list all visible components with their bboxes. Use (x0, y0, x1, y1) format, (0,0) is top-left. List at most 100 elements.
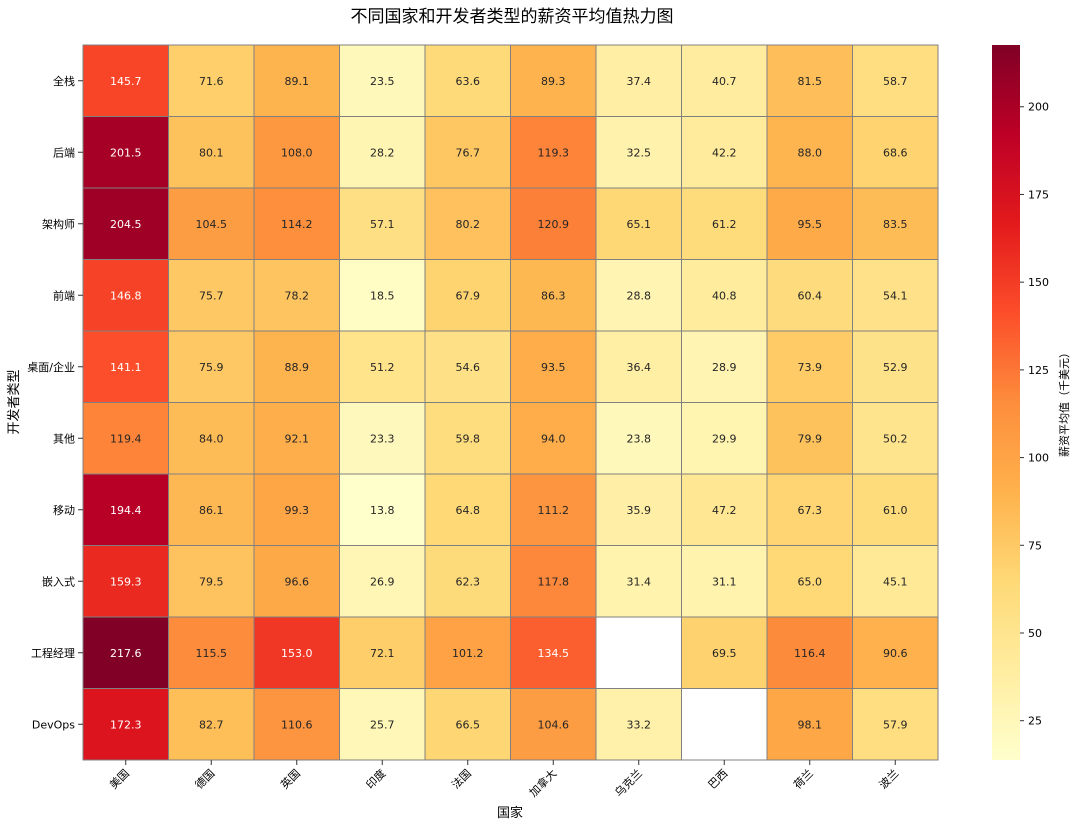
cell-value-label: 29.9 (712, 432, 737, 445)
cell-value-label: 119.4 (110, 432, 142, 445)
heatmap-cell (681, 44, 768, 117)
cell-value-label: 88.9 (285, 361, 310, 374)
x-axis-label: 国家 (497, 805, 523, 821)
cell-value-label: 58.7 (883, 75, 908, 88)
heatmap-cell (510, 402, 597, 475)
cell-value-label: 65.1 (627, 218, 652, 231)
heatmap-cell (510, 473, 597, 546)
heatmap-cell (510, 330, 597, 403)
heatmap-cell (595, 259, 682, 332)
y-axis-label: 开发者类型 (6, 369, 22, 434)
y-tick-label: 前端 (53, 288, 75, 302)
x-tick-label: 乌克兰 (612, 766, 645, 799)
heatmap-cell (168, 116, 255, 189)
cell-value-label: 93.5 (541, 361, 566, 374)
cell-value-label: 114.2 (281, 218, 313, 231)
cell-value-label: 145.7 (110, 75, 142, 88)
heatmap-cell (766, 187, 853, 260)
cell-value-label: 84.0 (199, 432, 224, 445)
cell-value-label: 32.5 (627, 146, 652, 159)
cell-value-label: 71.6 (199, 75, 224, 88)
cell-value-label: 59.8 (456, 432, 481, 445)
cell-value-label: 95.5 (798, 218, 823, 231)
cell-value-label: 88.0 (798, 146, 823, 159)
cell-value-label: 47.2 (712, 504, 737, 517)
cell-value-label: 78.2 (285, 289, 310, 302)
heatmap-cell (424, 688, 511, 761)
cell-value-label: 153.0 (281, 647, 313, 660)
cell-value-label: 35.9 (627, 504, 652, 517)
cell-value-label: 61.0 (883, 504, 908, 517)
y-tick-label: 嵌入式 (42, 575, 75, 588)
heatmap-cell (253, 402, 340, 475)
colorbar-tick-label: 150 (1028, 276, 1049, 289)
cell-value-label: 54.1 (883, 289, 908, 302)
heatmap-cell (852, 688, 939, 761)
heatmap-cell (510, 116, 597, 189)
colorbar (992, 45, 1020, 760)
heatmap-cell (510, 44, 597, 117)
heatmap-cell (510, 545, 597, 618)
y-tick-label: 工程经理 (31, 647, 75, 660)
cell-value-label: 75.7 (199, 289, 224, 302)
heatmap-cell (168, 330, 255, 403)
cell-value-label: 28.8 (627, 289, 652, 302)
cell-value-label: 108.0 (281, 146, 313, 159)
heatmap-cell (424, 259, 511, 332)
cell-value-label: 217.6 (110, 647, 142, 660)
heatmap-cell (766, 330, 853, 403)
y-tick-label: 其他 (53, 432, 75, 445)
heatmap-cell (595, 187, 682, 260)
heatmap-cell (253, 116, 340, 189)
cell-value-label: 72.1 (370, 647, 395, 660)
heatmap-cell (339, 116, 426, 189)
heatmap-cell (82, 473, 169, 546)
heatmap-cell (424, 330, 511, 403)
cell-value-label: 65.0 (798, 575, 823, 588)
heatmap-cell (852, 473, 939, 546)
cell-value-label: 45.1 (883, 575, 908, 588)
heatmap-cell (424, 545, 511, 618)
cell-value-label: 89.3 (541, 75, 566, 88)
heatmap-cell (339, 402, 426, 475)
colorbar-tick-label: 175 (1028, 188, 1049, 201)
x-tick-label: 巴西 (706, 767, 731, 792)
y-tick-label: 全栈 (53, 74, 75, 88)
cell-value-label: 117.8 (538, 575, 570, 588)
cell-value-label: 94.0 (541, 432, 566, 445)
cell-value-label: 90.6 (883, 647, 908, 660)
cell-value-label: 28.2 (370, 146, 395, 159)
cell-value-label: 82.7 (199, 718, 224, 731)
x-tick-label: 荷兰 (791, 767, 816, 792)
x-tick-label: 波兰 (877, 767, 902, 792)
heatmap-cell-empty (681, 688, 768, 761)
cell-value-label: 52.9 (883, 361, 908, 374)
cell-value-label: 36.4 (627, 361, 652, 374)
cell-value-label: 26.9 (370, 575, 395, 588)
heatmap-cell (681, 259, 768, 332)
cell-value-label: 76.7 (456, 146, 481, 159)
cell-value-label: 28.9 (712, 361, 737, 374)
cell-value-label: 13.8 (370, 504, 395, 517)
heatmap-cell (168, 44, 255, 117)
cell-value-label: 80.2 (456, 218, 481, 231)
x-tick-label: 英国 (277, 766, 302, 791)
x-tick-label: 加拿大 (526, 766, 559, 799)
cell-value-label: 31.1 (712, 575, 737, 588)
cell-value-label: 111.2 (538, 504, 570, 517)
cell-value-label: 204.5 (110, 218, 142, 231)
heatmap-cell (82, 44, 169, 117)
heatmap-cell (168, 187, 255, 260)
cell-value-label: 101.2 (452, 647, 484, 660)
cell-value-label: 172.3 (110, 718, 142, 731)
cell-value-label: 73.9 (798, 361, 823, 374)
cell-value-label: 23.8 (627, 432, 652, 445)
cell-value-label: 69.5 (712, 647, 737, 660)
cell-value-label: 37.4 (627, 75, 652, 88)
heatmap-cell (339, 545, 426, 618)
cell-value-label: 110.6 (281, 718, 313, 731)
cell-value-label: 98.1 (798, 718, 823, 731)
heatmap-cell (253, 688, 340, 761)
cell-value-label: 201.5 (110, 146, 142, 159)
